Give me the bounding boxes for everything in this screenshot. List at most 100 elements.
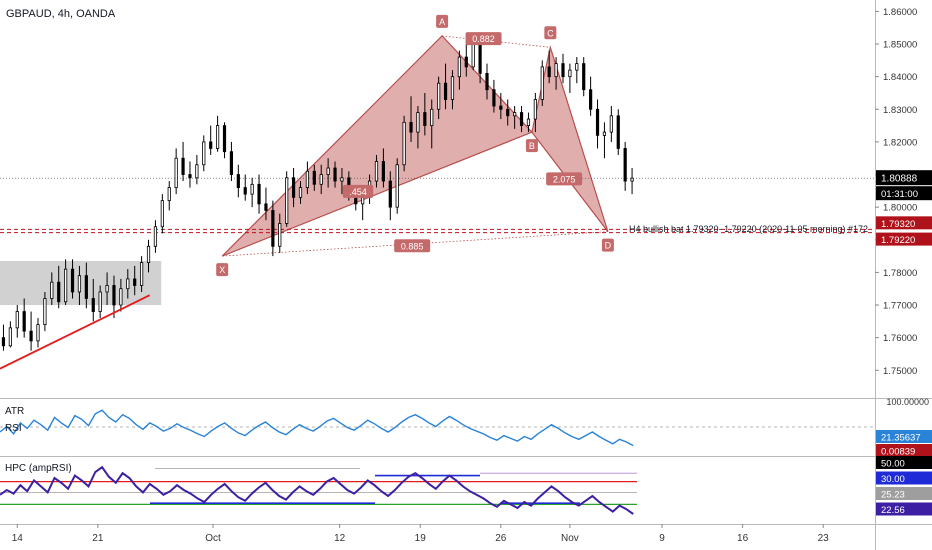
candle-body	[402, 121, 406, 166]
last-price-label: 1.80888	[881, 174, 918, 185]
candle-body	[430, 108, 434, 126]
atr-title: ATR	[5, 406, 24, 417]
pattern-ac-line	[442, 35, 551, 48]
rsi-subtitle: RSI	[5, 423, 22, 434]
candle-body	[257, 183, 261, 205]
point-label-box-X	[216, 263, 229, 277]
point-label-A: A	[439, 17, 445, 27]
candle-body	[195, 164, 199, 179]
point-label-box-C	[544, 26, 557, 40]
candle-body	[202, 141, 206, 166]
candle-body	[278, 223, 282, 247]
atr-pane[interactable]	[0, 409, 875, 447]
last-price-tag	[876, 170, 932, 186]
candle-body	[395, 164, 399, 208]
atr-value-tags: 21.35637 0.00839	[876, 430, 932, 458]
candle-body	[554, 63, 558, 78]
candle-body	[319, 174, 323, 185]
candle-body	[450, 76, 455, 100]
point-label-box-D	[601, 238, 614, 252]
candle-body	[457, 56, 461, 78]
candle-body	[443, 82, 448, 100]
point-label-box-A	[436, 14, 449, 28]
pattern-labels: X A B C D 0.882 .454 2.075 0.885	[216, 14, 614, 277]
candle-body	[499, 105, 503, 110]
price-tick-label: 1.86000	[883, 7, 917, 18]
hpc-tag-label-2: 25.23	[881, 490, 905, 501]
ratio-label-2: 2.075	[553, 174, 576, 184]
candle-body	[326, 167, 330, 175]
hpc-tag-3	[876, 502, 932, 516]
candle-body	[361, 196, 365, 205]
candle-body	[222, 125, 227, 153]
candle-body	[29, 330, 33, 342]
ratio-box-2	[546, 172, 583, 186]
candle-body	[492, 89, 496, 107]
point-label-X: X	[219, 265, 225, 275]
price-tick-label: 1.77000	[883, 301, 917, 312]
price-tick-label: 1.76000	[883, 333, 917, 344]
candle-body	[236, 174, 240, 188]
candle-body	[105, 285, 109, 293]
price-tick-label: 1.84000	[883, 72, 917, 83]
level-tag-label-0: 1.79320	[881, 219, 915, 230]
candle-body	[423, 112, 427, 126]
time-tick-label: 26	[495, 533, 507, 544]
atr-axis-label: 100.00000	[886, 397, 929, 407]
price-pane[interactable]: X A B C D 0.882 .454 2.075 0.885	[0, 14, 875, 370]
hpc-tag-label-0: 50.00	[881, 459, 905, 470]
candles	[1, 35, 634, 351]
candle-body	[181, 157, 185, 175]
price-axis[interactable]: 1.860001.850001.840001.830001.820001.810…	[875, 7, 932, 377]
candle-body	[568, 69, 572, 78]
atr-tag-1	[876, 444, 932, 457]
candle-body	[513, 112, 517, 117]
candle-body	[298, 187, 303, 198]
candle-body	[519, 112, 524, 126]
candle-body	[589, 89, 593, 110]
hpc-tag-1	[876, 471, 932, 485]
price-tick-label: 1.75000	[883, 366, 917, 377]
candle-body	[582, 63, 586, 91]
hpc-title: HPC (ampRSI)	[5, 463, 72, 474]
price-tick-label: 1.78000	[883, 268, 917, 279]
level-tag-1	[876, 232, 932, 246]
candle-body	[84, 275, 88, 299]
time-tick-label: 14	[12, 533, 24, 544]
candle-body	[50, 281, 54, 299]
candle-body	[623, 148, 627, 182]
candle-body	[540, 66, 544, 100]
candle-body	[409, 121, 413, 133]
candle-body	[478, 43, 482, 74]
candle-body	[77, 275, 82, 293]
point-label-C: C	[547, 28, 554, 38]
candle-body	[340, 177, 344, 182]
ratio-label-0: 0.882	[472, 34, 495, 44]
ratio-box-3	[394, 239, 431, 253]
time-axis[interactable]: 14 21 Oct 12 19 26 Nov 9 16 23	[12, 524, 829, 544]
candle-body	[64, 268, 68, 303]
chart-title: GBPAUD, 4h, OANDA	[6, 8, 116, 20]
candle-body	[285, 177, 289, 224]
candle-body	[602, 131, 607, 136]
candle-body	[98, 291, 102, 312]
candle-body	[291, 177, 296, 198]
candle-body	[333, 167, 337, 182]
candle-body	[526, 118, 531, 126]
candle-body	[209, 141, 213, 149]
hpc-tag-label-3: 22.56	[881, 505, 905, 516]
candle-body	[1, 337, 6, 347]
hpc-tag-label-1: 30.00	[881, 474, 905, 485]
candle-body	[174, 157, 178, 188]
candle-body	[533, 99, 537, 120]
time-tick-label: 21	[92, 533, 104, 544]
atr-tag-label-1: 0.00839	[881, 447, 915, 458]
hpc-pane[interactable]	[0, 465, 637, 515]
time-tick-label: 9	[659, 533, 665, 544]
time-tick-label: 19	[415, 533, 427, 544]
candle-body	[437, 82, 441, 110]
candle-body	[126, 278, 130, 290]
candle-body	[609, 115, 613, 133]
candle-body	[57, 281, 61, 303]
